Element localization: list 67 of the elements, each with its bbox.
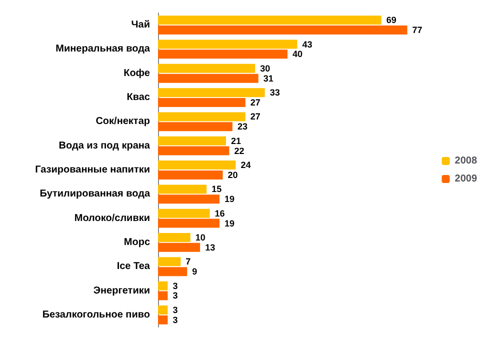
data-label: 43 xyxy=(302,39,312,50)
data-label: 77 xyxy=(412,25,422,36)
data-label: 24 xyxy=(240,160,251,170)
data-label: 27 xyxy=(250,97,260,108)
y-tick-label: Квас xyxy=(126,92,150,104)
data-label: 21 xyxy=(230,136,242,146)
bar xyxy=(158,26,408,35)
data-label: 33 xyxy=(270,88,280,98)
y-tick-label: Газированные напитки xyxy=(35,164,150,176)
bar xyxy=(158,50,288,59)
y-tick-label: Ice Tea xyxy=(116,261,150,272)
data-label: 3 xyxy=(172,304,178,315)
bar xyxy=(158,184,207,194)
bar xyxy=(158,16,382,25)
y-tick-label: Минеральная вода xyxy=(56,44,150,55)
y-tick-label: Безалкогольное пиво xyxy=(42,309,150,320)
data-label: 40 xyxy=(292,49,303,60)
bar xyxy=(158,218,220,228)
bar xyxy=(158,112,246,122)
data-label: 13 xyxy=(205,242,216,252)
bar xyxy=(158,315,168,324)
bar xyxy=(158,98,246,107)
data-label: 7 xyxy=(186,256,191,267)
bar xyxy=(158,281,168,290)
data-label: 22 xyxy=(234,146,244,156)
bar xyxy=(158,64,256,73)
data-label: 10 xyxy=(195,232,206,243)
bar xyxy=(158,267,188,276)
bar xyxy=(158,291,168,300)
bar xyxy=(158,208,210,218)
bar xyxy=(158,74,258,83)
data-label: 9 xyxy=(192,266,198,277)
y-tick-label: Морс xyxy=(124,236,150,248)
bar xyxy=(158,194,220,204)
y-tick-label: Сок/нектар xyxy=(96,116,150,128)
bar xyxy=(158,257,181,266)
bar xyxy=(158,88,265,98)
bar xyxy=(158,136,226,146)
y-tick-label: Чай xyxy=(131,20,150,31)
data-label: 31 xyxy=(263,73,274,84)
data-label: 69 xyxy=(386,15,396,26)
data-label: 15 xyxy=(212,184,222,194)
bar xyxy=(158,122,232,132)
bar xyxy=(158,233,190,242)
data-label: 27 xyxy=(250,112,260,122)
y-tick-label: Энергетики xyxy=(93,285,150,296)
y-tick-label: Кофе xyxy=(124,68,150,79)
bar xyxy=(158,170,223,180)
bar xyxy=(158,40,298,49)
y-tick-label: Вода из под крана xyxy=(58,140,150,152)
data-label: 3 xyxy=(172,280,178,291)
data-label: 19 xyxy=(224,194,235,204)
data-label: 16 xyxy=(214,208,225,218)
data-label: 20 xyxy=(228,170,238,180)
data-label: 30 xyxy=(260,63,270,74)
legend-label: 2009 xyxy=(454,174,478,184)
bar xyxy=(158,242,200,252)
data-label: 23 xyxy=(237,122,248,132)
bar xyxy=(158,305,168,314)
y-tick-label: Молоко/сливки xyxy=(74,212,150,224)
bar xyxy=(158,146,230,156)
y-tick-label: Бутилированная вода xyxy=(40,188,150,200)
data-label: 3 xyxy=(172,290,178,301)
data-label: 19 xyxy=(224,218,235,228)
data-label: 3 xyxy=(172,314,178,325)
legend-label: 2008 xyxy=(454,156,478,166)
bar xyxy=(158,160,236,170)
